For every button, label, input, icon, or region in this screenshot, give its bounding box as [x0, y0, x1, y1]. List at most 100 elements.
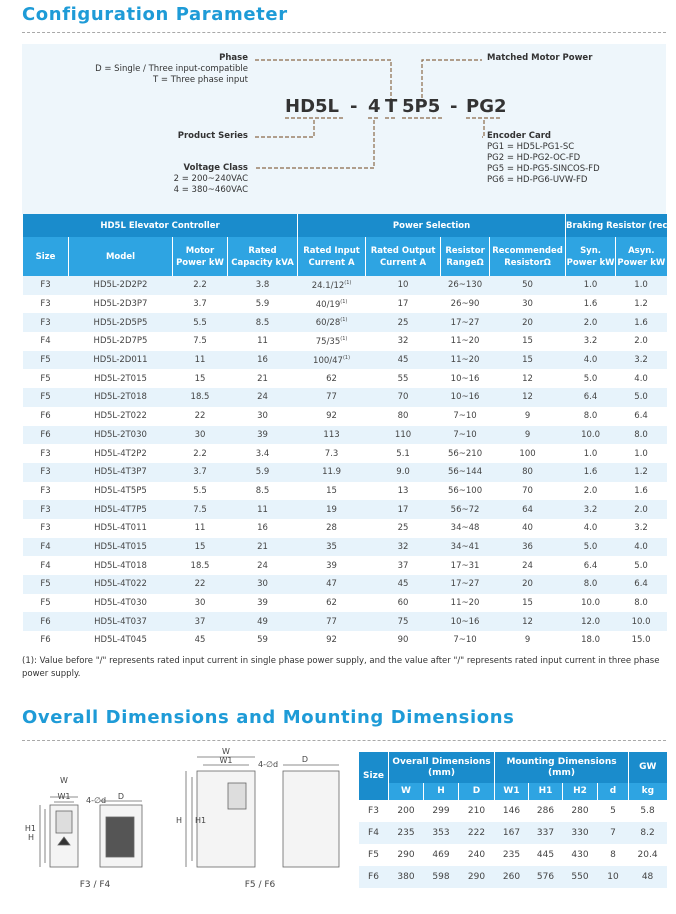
- cell: 17~27: [440, 313, 490, 333]
- column-header: Rated Output Current A: [365, 237, 441, 276]
- table-row: F5 HD5L-2T015 15 21 62 55 10~16 12 5.0 4.0: [23, 369, 667, 388]
- cell: 1.0: [583, 448, 598, 459]
- cell: 17: [397, 299, 409, 310]
- cell: F4: [358, 822, 389, 844]
- cell: 2.0: [583, 485, 598, 496]
- cell: HD5L-4T018: [94, 560, 147, 571]
- cell: 39: [227, 425, 298, 445]
- cell-text: 40/19: [315, 299, 341, 310]
- cell: F6: [22, 612, 69, 632]
- cell: 36: [489, 537, 566, 557]
- cell: 75/35(1): [298, 332, 366, 351]
- cell: 3.2: [634, 523, 648, 534]
- option: 2 = 200~240VAC: [173, 174, 248, 184]
- drawing-caption: F3 / F4: [80, 880, 111, 890]
- cell: 1.6: [615, 313, 667, 333]
- column-header: Motor Power kW: [172, 237, 228, 276]
- dimension-drawings: W W1 4-∅d D H H1 F3 / F4 W W1 4-∅d D H H…: [25, 747, 340, 890]
- cell: 7~10: [453, 411, 477, 422]
- cell: 70: [522, 485, 533, 496]
- table-row: F3 HD5L-4T011 11 16 28 25 34~48 40 4.0 3.2: [23, 519, 667, 538]
- cell-text: 75/35: [315, 336, 341, 347]
- dim-label: 4-∅d: [258, 760, 278, 769]
- cell: 34~48: [450, 523, 480, 534]
- cell: 21: [227, 537, 298, 557]
- cell: 21: [257, 373, 268, 384]
- drawing-caption: F5 / F6: [245, 880, 276, 890]
- cell: HD5L-2T022: [94, 411, 147, 422]
- cell: 12: [489, 388, 566, 407]
- column-header: H2: [562, 783, 598, 800]
- cell: HD5L-4T015: [68, 537, 173, 557]
- cell: F5: [40, 373, 51, 384]
- cell: 37: [172, 612, 228, 632]
- cell: 3.4: [255, 448, 270, 459]
- cell: 7.3: [324, 448, 339, 459]
- cell: 64: [489, 500, 566, 519]
- dim-label: W1: [58, 792, 71, 801]
- dim-label: D: [118, 792, 124, 801]
- cell: 10~16: [440, 612, 490, 632]
- dim-label: W: [60, 776, 68, 785]
- table-row: F5 HD5L-4T030 30 39 62 60 11~20 15 10.0 8.0: [23, 594, 667, 613]
- cell: HD5L-4T045: [94, 635, 147, 646]
- cell: 6.4: [565, 388, 616, 407]
- header-line: Asyn.: [628, 245, 655, 256]
- cell: 10.0: [581, 598, 601, 609]
- cell: 2.2: [193, 448, 207, 459]
- cell: 22: [172, 575, 228, 594]
- cell: 4.0: [615, 537, 667, 557]
- encoder-block: Encoder Card PG1 = HD5L-PG1-SC PG2 = HD-…: [487, 131, 600, 186]
- cell: 2.0: [565, 313, 616, 333]
- cell: 24: [257, 560, 268, 571]
- spec-table: HD5L Elevator Controller Power Selection B…: [21, 214, 667, 650]
- cell: 2.0: [634, 336, 648, 347]
- cell: 17~31: [450, 560, 480, 571]
- cell: 5: [610, 806, 616, 816]
- phase-block: Phase D = Single / Three input-compatibl…: [95, 53, 248, 86]
- table-row: F4 HD5L-4T015 15 21 35 32 34~41 36 5.0 4.0: [22, 537, 667, 557]
- cell: 11: [194, 523, 206, 534]
- cell: 430: [571, 850, 589, 860]
- cell: 40/19(1): [298, 295, 366, 314]
- cell: 200: [397, 806, 415, 816]
- cell: HD5L-2T015: [94, 373, 147, 384]
- cell: F3: [22, 462, 69, 482]
- cell: HD5L-4T5P5: [94, 485, 147, 496]
- column-header: Resistor RangeΩ: [440, 237, 490, 276]
- cell: 39: [326, 560, 337, 571]
- cell: 80: [489, 462, 566, 482]
- cell: 3.7: [172, 462, 228, 482]
- header-line: Power kW: [176, 257, 224, 268]
- cell: 30: [257, 411, 268, 422]
- cell: 60: [397, 598, 409, 609]
- cell: F5: [40, 598, 51, 609]
- column-header: d: [596, 783, 629, 800]
- group-header: Power Selection: [297, 214, 566, 237]
- cell: 49: [227, 612, 298, 632]
- cell: 7.5: [172, 500, 228, 519]
- cell: 5.1: [396, 448, 410, 459]
- cell: 62: [326, 598, 337, 609]
- cell: 5.0: [583, 373, 598, 384]
- cell: 576: [528, 866, 563, 888]
- cell: 8.0: [634, 598, 648, 609]
- code-part: HD5L: [285, 96, 339, 117]
- column-header: Recommended ResistorΩ: [489, 237, 566, 276]
- cell: 3.7: [193, 299, 207, 310]
- group-header: HD5L Elevator Controller: [21, 214, 298, 237]
- cell: 2.2: [172, 276, 228, 295]
- cell: 12.0: [565, 612, 616, 632]
- label: Encoder Card: [487, 131, 551, 141]
- cell: 7~10: [440, 425, 490, 445]
- option: 4 = 380~460VAC: [173, 185, 248, 195]
- table-row: F4 235 353 222 167 337 330 7 8.2: [358, 822, 667, 844]
- table-row: F3 HD5L-2D2P2 2.2 3.8 24.1/12(1) 10 26~130 50 1.…: [22, 276, 667, 295]
- cell: 240: [467, 850, 486, 860]
- dim-label: W1: [220, 756, 233, 765]
- cell: 30: [522, 299, 533, 310]
- dim-label: H1: [195, 816, 206, 825]
- cell: 18.5: [172, 388, 228, 407]
- header-line: Model: [105, 251, 136, 262]
- cell: 110: [365, 425, 441, 445]
